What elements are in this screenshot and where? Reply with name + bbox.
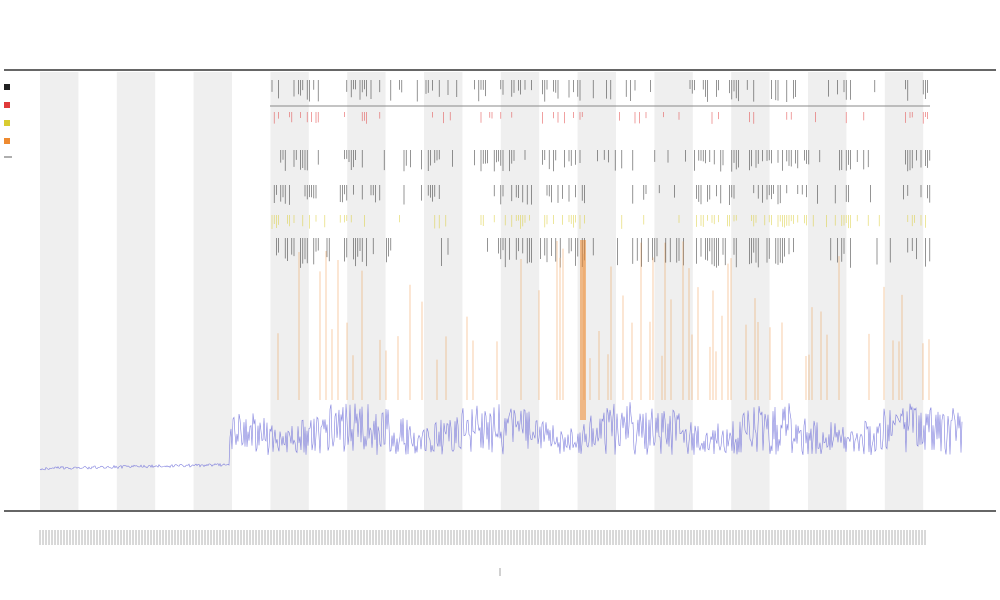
event-rows [270,80,931,268]
legend-swatch [4,120,10,126]
x-tick-labels [39,530,926,576]
shaded-band [193,72,232,510]
legend-swatch [4,138,10,144]
legend-swatch [4,102,10,108]
axes [4,69,996,512]
shaded-band [884,72,924,510]
shaded-band [116,72,156,510]
shaded-band [731,72,770,510]
spike-peak [580,240,586,420]
legend-swatch [4,84,10,90]
shaded-band [500,72,540,510]
legend [4,84,12,158]
shaded-band [270,72,309,510]
shaded-band [40,72,79,510]
shaded-band [808,72,847,510]
density-line [39,402,963,471]
orange-spikes [277,240,930,420]
density-series [39,402,963,471]
shaded-bands [40,72,924,510]
